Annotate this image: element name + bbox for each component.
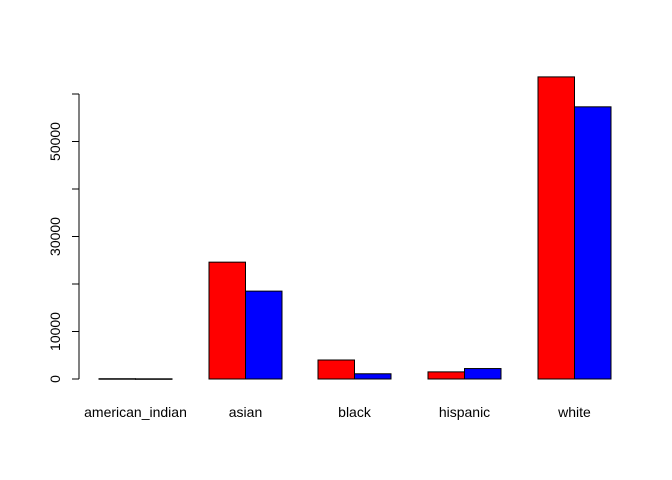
- y-tick-label: 0: [47, 375, 63, 383]
- bar-black-series-1: [317, 359, 355, 380]
- x-label-hispanic: hispanic: [439, 404, 490, 420]
- bar-asian-series-2: [245, 290, 283, 380]
- bar-american_indian-series-1: [98, 378, 136, 380]
- x-label-american_indian: american_indian: [84, 404, 187, 420]
- bar-white-series-1: [537, 76, 575, 380]
- y-tick-label: 30000: [47, 217, 63, 256]
- bar-black-series-2: [354, 373, 392, 380]
- bar-american_indian-series-2: [135, 378, 173, 380]
- y-tick-label: 10000: [47, 312, 63, 351]
- bar-white-series-2: [574, 106, 612, 380]
- x-label-white: white: [557, 404, 591, 420]
- bar-asian-series-1: [208, 261, 246, 380]
- bars: [98, 76, 612, 380]
- bar-hispanic-series-1: [427, 371, 465, 380]
- x-label-black: black: [338, 404, 372, 420]
- x-label-asian: asian: [229, 404, 262, 420]
- bar-hispanic-series-2: [464, 368, 502, 380]
- x-axis-labels: american_indian asian black hispanic white: [84, 404, 591, 420]
- y-axis: 0 10000 30000 50000: [47, 93, 80, 383]
- y-tick-label: 50000: [47, 122, 63, 161]
